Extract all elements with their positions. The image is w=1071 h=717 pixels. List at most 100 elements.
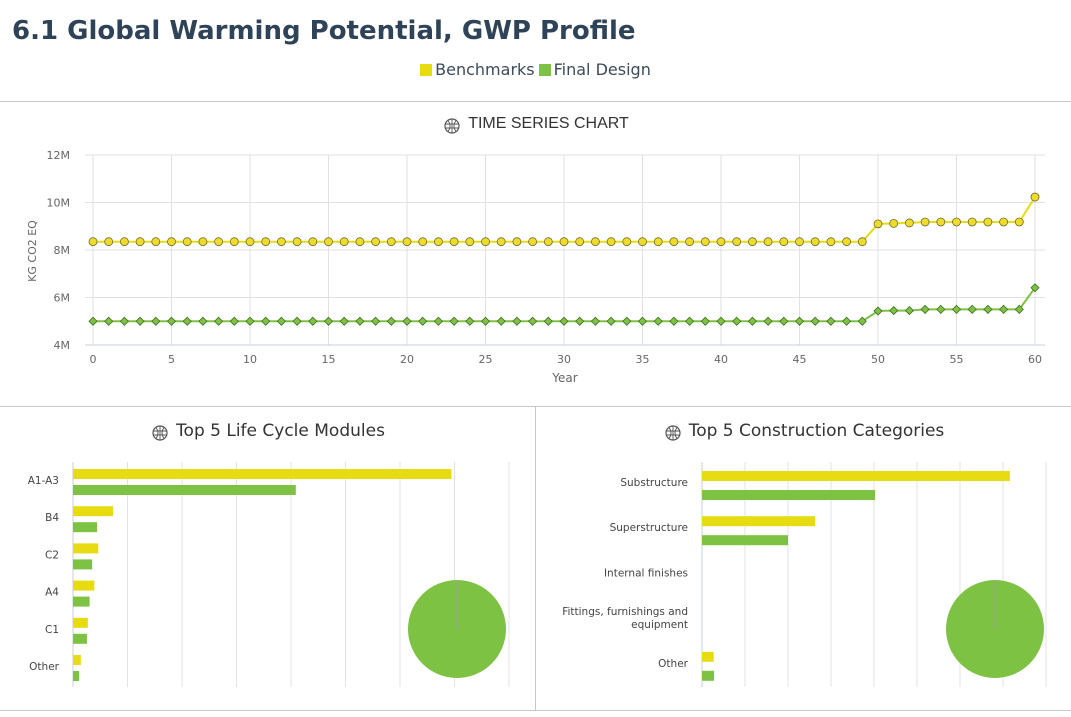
data-point-benchmarks: [120, 237, 129, 247]
data-point-final-design: [810, 316, 820, 326]
category-label: B4: [45, 512, 59, 524]
data-point-final-design: [936, 304, 946, 314]
time-series-chart: 4M 6M 8M 10M 12M 0 5 10 15 20 25 30 35 40 45 50 55 60 Year…: [26, 149, 1045, 385]
data-point-final-design: [747, 316, 757, 326]
y-tick-label: 8M: [54, 244, 71, 257]
data-point-final-design: [920, 304, 930, 314]
bar-final-design: [702, 490, 876, 500]
construction-panel: Top 5 Construction Categories Substructu…: [535, 406, 1071, 711]
y-axis-label: KG CO2 EQ: [26, 220, 39, 282]
data-point-final-design: [386, 316, 396, 326]
data-point-final-design: [166, 316, 177, 326]
x-tick-label: 20: [400, 353, 414, 366]
data-point-benchmarks: [245, 237, 255, 247]
data-point-final-design: [700, 316, 710, 326]
data-point-final-design: [543, 316, 553, 326]
data-point-benchmarks: [795, 237, 804, 247]
data-point-final-design: [779, 316, 789, 326]
data-point-final-design: [135, 316, 145, 326]
data-point-benchmarks: [386, 237, 396, 247]
data-point-final-design: [983, 304, 993, 314]
data-point-final-design: [480, 316, 491, 326]
data-point-final-design: [873, 306, 883, 316]
data-point-benchmarks: [779, 237, 789, 247]
bar-final-design: [73, 559, 93, 570]
data-point-benchmarks: [104, 237, 114, 247]
data-point-benchmarks: [308, 237, 318, 247]
time-series-title-row: TIME SERIES CHART: [0, 114, 1071, 134]
data-point-final-design: [716, 316, 726, 326]
legend-item-final-design[interactable]: Final Design: [538, 60, 651, 79]
data-point-final-design: [276, 316, 286, 326]
data-point-benchmarks: [543, 237, 553, 247]
data-point-final-design: [951, 304, 962, 314]
legend-label-final-design: Final Design: [553, 60, 651, 79]
data-point-final-design: [967, 304, 977, 314]
y-tick-label: 10M: [47, 197, 71, 210]
data-point-final-design: [590, 316, 600, 326]
data-point-benchmarks: [559, 237, 569, 247]
data-point-final-design: [1030, 283, 1040, 293]
data-point-benchmarks: [905, 218, 914, 228]
data-point-benchmarks: [371, 237, 381, 247]
bar-benchmarks: [73, 617, 88, 628]
data-point-benchmarks: [591, 237, 600, 247]
time-series-panel: TIME SERIES CHART 4M 6M 8M 10M 12M 0 5 10 15 20 25…: [0, 101, 1071, 407]
data-point-benchmarks: [669, 237, 679, 247]
data-point-benchmarks: [622, 237, 632, 247]
legend-item-benchmarks[interactable]: Benchmarks: [420, 60, 535, 79]
y-tick-label: 4M: [54, 339, 71, 352]
data-point-final-design: [763, 316, 773, 326]
data-point-final-design: [449, 316, 459, 326]
data-point-final-design: [842, 316, 852, 326]
construction-title-row: Top 5 Construction Categories: [536, 421, 1071, 441]
bar-final-design: [73, 633, 87, 644]
data-point-benchmarks: [653, 237, 663, 247]
data-point-final-design: [465, 316, 475, 326]
data-point-benchmarks: [763, 237, 773, 247]
data-point-benchmarks: [606, 237, 616, 247]
data-point-benchmarks: [857, 237, 867, 247]
data-point-benchmarks: [920, 217, 930, 227]
bar-final-design: [73, 522, 97, 533]
data-point-benchmarks: [732, 237, 742, 247]
data-point-final-design: [794, 316, 805, 326]
construction-title: Top 5 Construction Categories: [688, 421, 945, 441]
data-point-final-design: [261, 316, 271, 326]
x-tick-label: 45: [793, 353, 807, 366]
data-point-benchmarks: [433, 237, 443, 247]
data-point-final-design: [669, 316, 679, 326]
data-point-benchmarks: [167, 237, 176, 247]
data-point-final-design: [857, 316, 867, 326]
x-tick-label: 55: [950, 353, 964, 366]
data-point-final-design: [355, 316, 365, 326]
data-point-final-design: [653, 316, 663, 326]
legend-label-benchmarks: Benchmarks: [435, 60, 535, 79]
data-point-final-design: [433, 316, 443, 326]
data-point-final-design: [198, 316, 208, 326]
data-point-benchmarks: [182, 237, 192, 247]
bar-benchmarks: [702, 516, 816, 527]
data-point-benchmarks: [292, 237, 302, 247]
data-point-benchmarks: [716, 237, 726, 247]
x-tick-label: 25: [479, 353, 493, 366]
data-point-final-design: [214, 316, 224, 326]
x-axis-label: Year: [551, 371, 577, 385]
data-point-final-design: [151, 316, 161, 326]
page-title: 6.1 Global Warming Potential, GWP Profil…: [12, 16, 636, 46]
x-tick-label: 5: [168, 353, 175, 366]
legend-swatch-benchmarks: [420, 63, 433, 76]
data-point-final-design: [182, 316, 192, 326]
y-tick-label: 12M: [47, 149, 71, 162]
life-cycle-title: Top 5 Life Cycle Modules: [176, 421, 385, 441]
data-point-benchmarks: [88, 237, 98, 247]
globe-fire-icon: [444, 115, 460, 134]
data-point-final-design: [685, 316, 695, 326]
category-label: Fittings, furnishings and: [562, 606, 688, 618]
x-tick-label: 60: [1028, 353, 1042, 366]
data-point-final-design: [732, 316, 742, 326]
data-point-benchmarks: [496, 237, 506, 247]
category-label: A1-A3: [28, 475, 59, 487]
data-point-benchmarks: [151, 237, 161, 247]
data-point-benchmarks: [638, 237, 647, 247]
